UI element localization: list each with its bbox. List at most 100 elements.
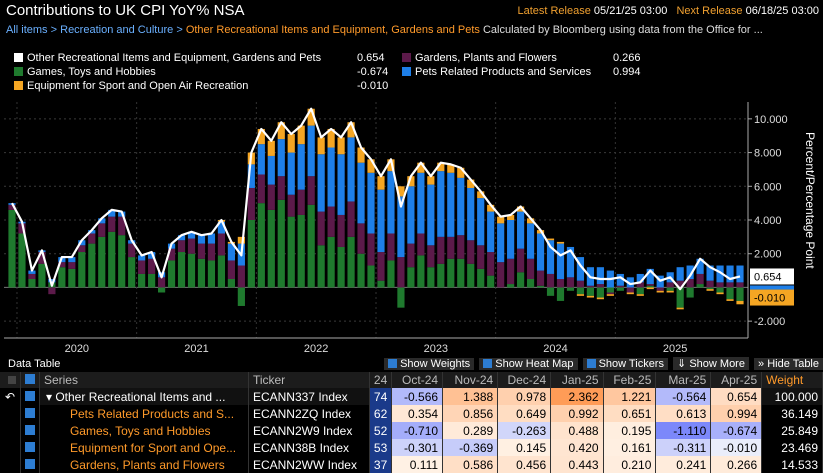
- column-header-series[interactable]: Series: [39, 372, 249, 388]
- back-arrow-icon[interactable]: ↶: [0, 388, 21, 405]
- value-cell[interactable]: 0.420: [550, 439, 604, 456]
- column-header-month[interactable]: Mar-25: [655, 372, 712, 388]
- value-cell[interactable]: 53: [369, 439, 393, 456]
- column-header-month[interactable]: Nov-24: [442, 372, 499, 388]
- value-cell[interactable]: -0.311: [655, 439, 712, 456]
- checkbox-icon: [24, 390, 35, 401]
- row-ctl[interactable]: [0, 422, 21, 439]
- value-cell[interactable]: 0.111: [391, 456, 444, 473]
- bar-segment: [437, 263, 445, 288]
- value-cell[interactable]: 74: [369, 388, 393, 405]
- collapse-arrow-icon[interactable]: ▾: [45, 389, 52, 404]
- table-row[interactable]: Pets Related Products and S... ECANN2ZQ I…: [0, 405, 823, 422]
- value-cell[interactable]: 62: [369, 405, 393, 422]
- value-cell[interactable]: 0.195: [603, 422, 657, 439]
- show-more-button[interactable]: ⇓ Show More: [673, 357, 749, 370]
- value-cell[interactable]: 0.289: [442, 422, 499, 439]
- table-row[interactable]: Games, Toys and Hobbies ECANN2W9 Index 52-…: [0, 422, 823, 439]
- breadcrumb-recreation[interactable]: Recreation and Culture: [60, 24, 174, 36]
- value-cell[interactable]: 0.992: [550, 405, 604, 422]
- value-cell[interactable]: -0.263: [497, 422, 552, 439]
- table-row[interactable]: Equipment for Sport and Ope... ECANN38B I…: [0, 439, 823, 456]
- value-cell[interactable]: 0.488: [550, 422, 604, 439]
- row-ctl[interactable]: [0, 439, 21, 456]
- value-cell[interactable]: 0.651: [603, 405, 657, 422]
- series-name[interactable]: Games, Toys and Hobbies: [39, 422, 249, 439]
- value-cell[interactable]: 0.586: [442, 456, 499, 473]
- release-info: Latest Release 05/21/25 03:00 Next Relea…: [517, 5, 819, 17]
- table-row[interactable]: ↶ ▾ Other Recreational Items and ... ECANN…: [0, 388, 823, 405]
- value-cell[interactable]: 52: [369, 422, 393, 439]
- row-checkbox[interactable]: [20, 388, 40, 405]
- column-header-month[interactable]: Feb-25: [603, 372, 657, 388]
- column-header-weight[interactable]: Weight: [761, 372, 823, 388]
- value-cell[interactable]: -0.369: [442, 439, 499, 456]
- ticker[interactable]: ECANN2WW Index: [248, 456, 370, 473]
- column-header-month[interactable]: Oct-24: [391, 372, 444, 388]
- row-ctl[interactable]: [0, 456, 21, 473]
- value-cell[interactable]: -0.710: [391, 422, 444, 439]
- hide-table-button[interactable]: » Hide Table: [754, 358, 823, 370]
- row-checkbox[interactable]: [20, 422, 40, 439]
- value-cell[interactable]: 0.443: [550, 456, 604, 473]
- value-cell[interactable]: 0.649: [497, 405, 552, 422]
- row-checkbox[interactable]: [20, 405, 40, 422]
- value-cell[interactable]: 0.266: [710, 456, 763, 473]
- series-name[interactable]: Gardens, Plants and Flowers: [39, 456, 249, 473]
- value-cell[interactable]: 0.654: [710, 388, 763, 405]
- value-cell[interactable]: 2.362: [550, 388, 604, 405]
- legend-item-equipment[interactable]: Equipment for Sport and Open Air Recreat…: [14, 80, 388, 92]
- bar-segment: [337, 246, 345, 288]
- value-cell[interactable]: 37: [369, 456, 393, 473]
- column-header-month[interactable]: 24: [369, 372, 393, 388]
- bar-segment: [277, 139, 285, 177]
- show-heat-map-toggle[interactable]: Show Heat Map: [479, 358, 578, 370]
- value-cell[interactable]: -0.564: [655, 388, 712, 405]
- value-cell[interactable]: 0.456: [497, 456, 552, 473]
- series-name[interactable]: Pets Related Products and S...: [39, 405, 249, 422]
- show-tickers-toggle[interactable]: Show Tickers: [582, 358, 668, 370]
- column-header-month[interactable]: Apr-25: [710, 372, 763, 388]
- breadcrumb-all-items[interactable]: All items: [6, 24, 48, 36]
- value-cell[interactable]: 0.856: [442, 405, 499, 422]
- row-checkbox[interactable]: [20, 439, 40, 456]
- value-cell[interactable]: 0.978: [497, 388, 552, 405]
- value-cell[interactable]: 0.161: [603, 439, 657, 456]
- value-cell[interactable]: -0.674: [710, 422, 763, 439]
- header-select-all[interactable]: [20, 372, 40, 388]
- value-cell[interactable]: 0.145: [497, 439, 552, 456]
- series-name[interactable]: Equipment for Sport and Ope...: [39, 439, 249, 456]
- legend-item-total[interactable]: Other Recreational Items and Equipment, …: [14, 52, 385, 64]
- legend-value: 0.266: [613, 52, 641, 64]
- ticker[interactable]: ECANN38B Index: [248, 439, 370, 456]
- row-ctl[interactable]: [0, 405, 21, 422]
- show-weights-toggle[interactable]: Show Weights: [384, 358, 475, 370]
- value-cell[interactable]: 1.388: [442, 388, 499, 405]
- ticker[interactable]: ECANN2W9 Index: [248, 422, 370, 439]
- table-row[interactable]: Gardens, Plants and Flowers ECANN2WW Inde…: [0, 456, 823, 473]
- legend-item-games[interactable]: Games, Toys and Hobbies -0.674: [14, 66, 388, 78]
- value-cell[interactable]: 0.613: [655, 405, 712, 422]
- legend-item-gardens[interactable]: Gardens, Plants and Flowers 0.266: [402, 52, 641, 64]
- value-cell[interactable]: 0.354: [391, 405, 444, 422]
- bar-segment: [447, 164, 455, 173]
- bar-segment: [457, 167, 465, 178]
- column-header-ticker[interactable]: Ticker: [248, 372, 370, 388]
- legend-item-pets[interactable]: Pets Related Products and Services 0.994: [402, 66, 641, 78]
- bar-segment: [427, 267, 435, 288]
- series-name[interactable]: ▾ Other Recreational Items and ...: [39, 388, 249, 405]
- value-cell[interactable]: 1.221: [603, 388, 657, 405]
- column-header-month[interactable]: Jan-25: [550, 372, 604, 388]
- value-cell[interactable]: 0.210: [603, 456, 657, 473]
- value-cell[interactable]: 0.241: [655, 456, 712, 473]
- value-cell[interactable]: -0.301: [391, 439, 444, 456]
- column-header-month[interactable]: Dec-24: [497, 372, 552, 388]
- ticker[interactable]: ECANN337 Index: [248, 388, 370, 405]
- value-cell[interactable]: -0.010: [710, 439, 763, 456]
- value-cell[interactable]: -0.566: [391, 388, 444, 405]
- ticker[interactable]: ECANN2ZQ Index: [248, 405, 370, 422]
- row-checkbox[interactable]: [20, 456, 40, 473]
- value-cell[interactable]: -1.110: [655, 422, 712, 439]
- value-cell[interactable]: 0.994: [710, 405, 763, 422]
- stacked-bar-chart[interactable]: 10.000 8.000 6.000 4.000 2.000 -2.000 2020 2021…: [0, 98, 823, 358]
